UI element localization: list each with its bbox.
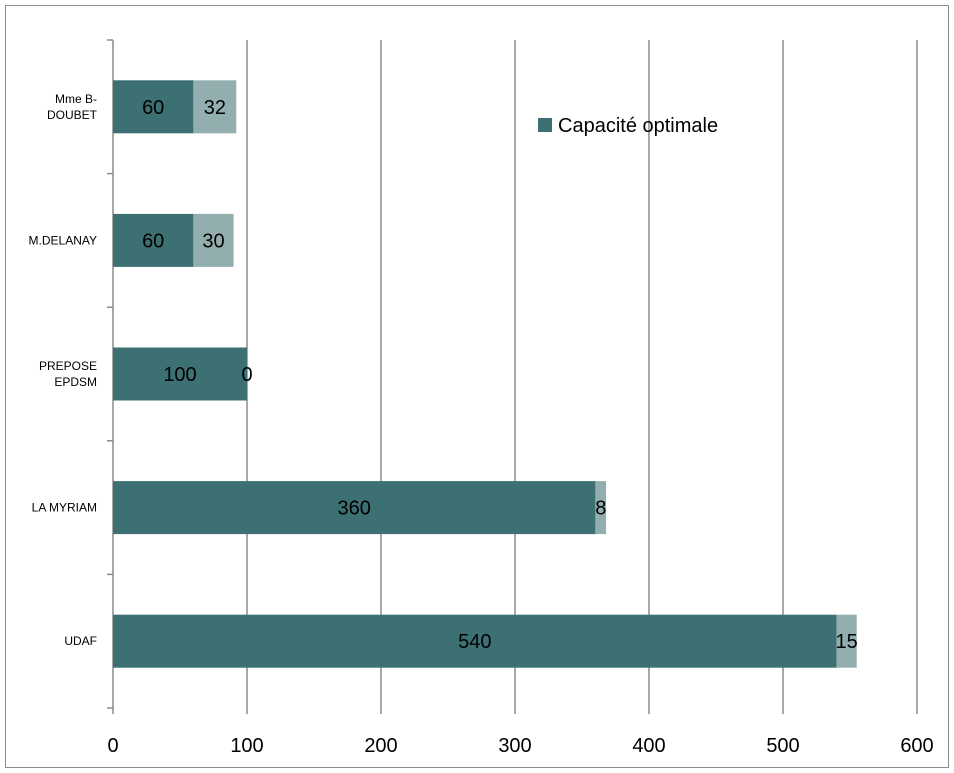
x-tick-label-300: 300 bbox=[498, 735, 531, 757]
data-label-mme-b-doubet-series-1: 60 bbox=[142, 97, 164, 119]
x-tick-label-400: 400 bbox=[632, 735, 665, 757]
x-tick-label-0: 0 bbox=[107, 735, 118, 757]
bar-m-delanay-series-2 bbox=[193, 213, 234, 267]
data-label-udaf-series-1: 540 bbox=[458, 631, 491, 653]
bar-la-myriam-series-1 bbox=[113, 481, 596, 535]
data-label-m-delanay-series-1: 60 bbox=[142, 230, 164, 252]
category-label-mme-b-doubet: DOUBET bbox=[47, 108, 98, 122]
x-tick-label-100: 100 bbox=[230, 735, 263, 757]
bar-mme-b-doubet-series-2 bbox=[193, 80, 237, 134]
legend-label-capacite-optimale: Capacité optimale bbox=[558, 115, 718, 137]
category-label-mme-b-doubet: Mme B- bbox=[55, 92, 97, 106]
category-label-la-myriam: LA MYRIAM bbox=[32, 501, 97, 515]
x-tick-label-200: 200 bbox=[364, 735, 397, 757]
data-label-la-myriam-series-2: 8 bbox=[595, 498, 606, 520]
x-tick-label-500: 500 bbox=[766, 735, 799, 757]
data-label-la-myriam-series-1: 360 bbox=[338, 498, 371, 520]
data-label-udaf-series-2: 15 bbox=[836, 631, 858, 653]
bar-mme-b-doubet-series-1 bbox=[113, 80, 194, 134]
data-label-mme-b-doubet-series-2: 32 bbox=[204, 97, 226, 119]
data-label-prepose-epdsm-series-2: 0 bbox=[241, 364, 252, 386]
bar-udaf-series-2 bbox=[836, 614, 857, 668]
bar-m-delanay-series-1 bbox=[113, 213, 194, 267]
legend-swatch-capacite-optimale bbox=[538, 118, 552, 132]
category-label-udaf: UDAF bbox=[64, 634, 97, 648]
x-tick-label-600: 600 bbox=[900, 735, 933, 757]
category-label-m-delanay: M.DELANAY bbox=[29, 233, 97, 247]
data-label-prepose-epdsm-series-1: 100 bbox=[163, 364, 196, 386]
bar-prepose-epdsm-series-1 bbox=[113, 347, 247, 401]
bar-udaf-series-1 bbox=[113, 614, 837, 668]
category-label-prepose-epdsm: PREPOSE bbox=[39, 359, 97, 373]
bar-la-myriam-series-2 bbox=[595, 481, 607, 535]
data-label-m-delanay-series-2: 30 bbox=[202, 230, 224, 252]
category-label-prepose-epdsm: EPDSM bbox=[54, 375, 97, 389]
